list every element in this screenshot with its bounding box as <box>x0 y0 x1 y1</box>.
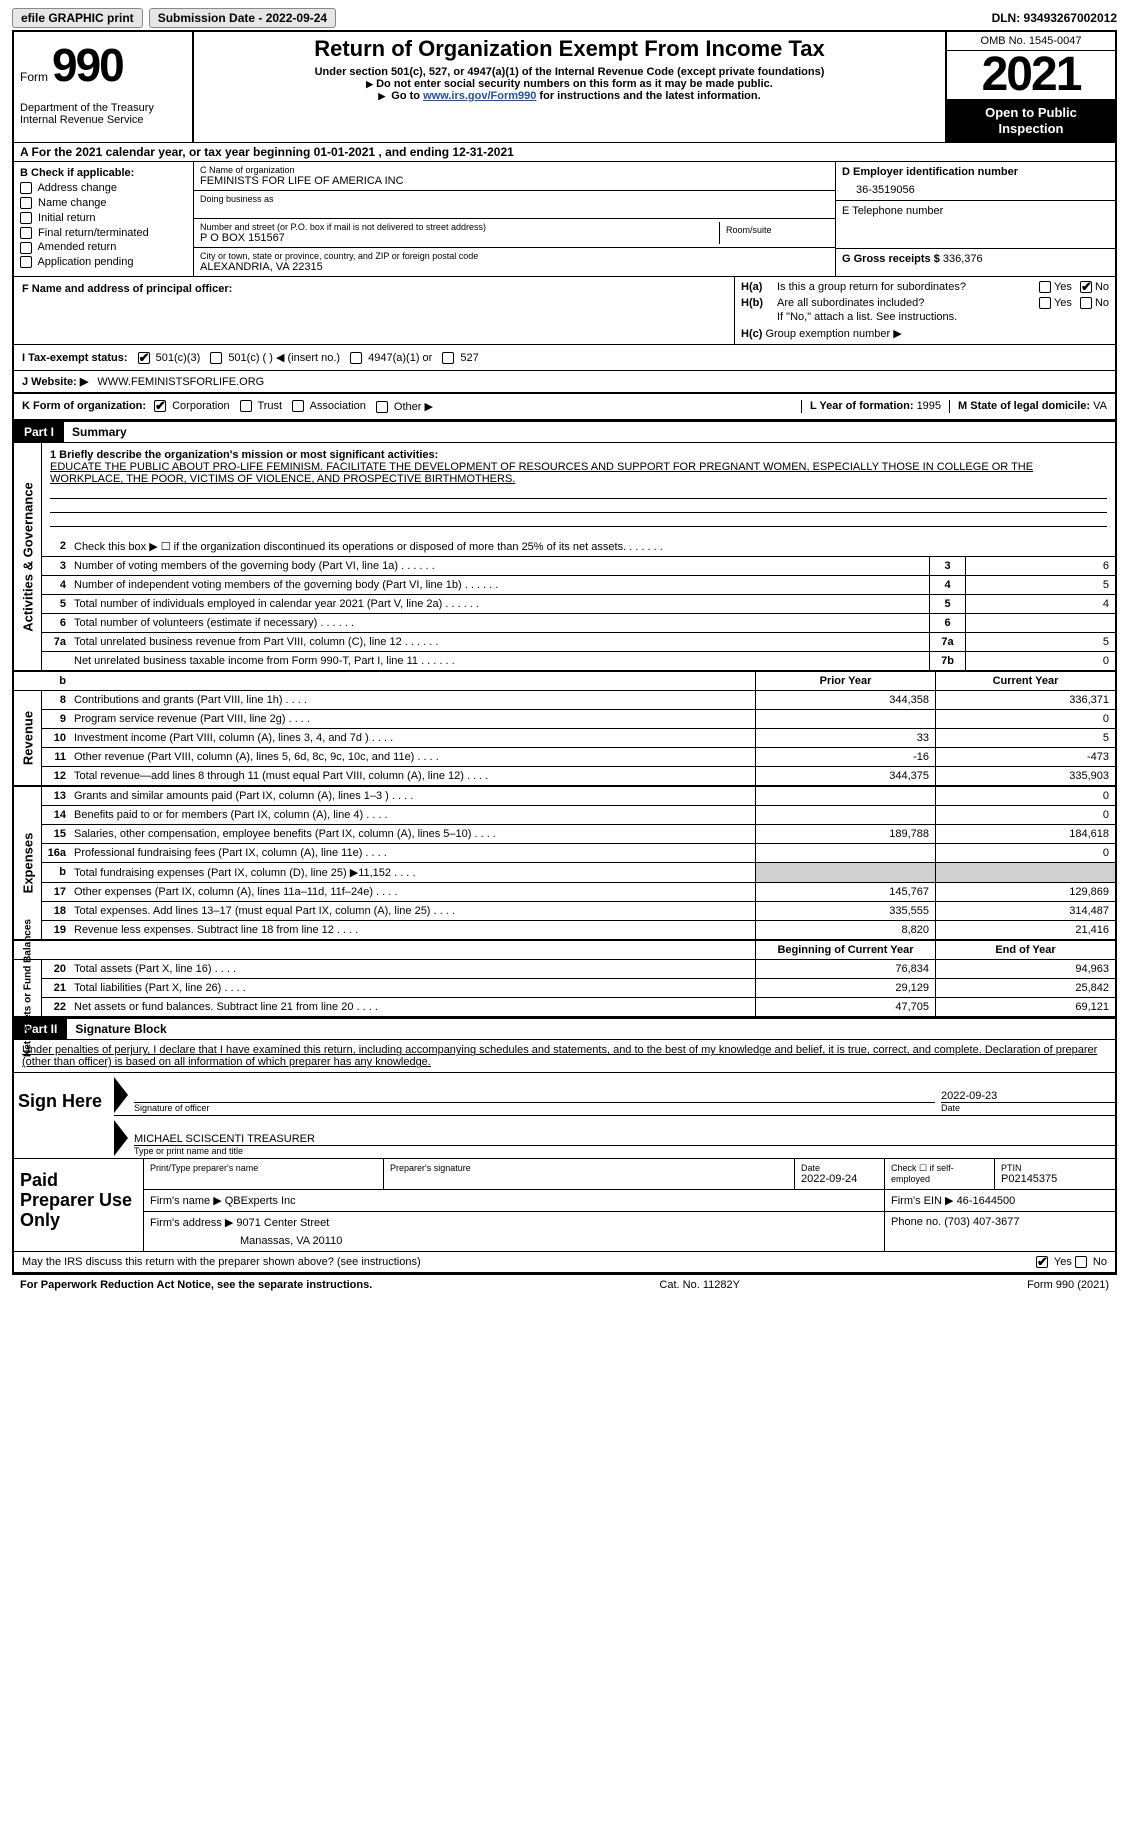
table-row: 18Total expenses. Add lines 13–17 (must … <box>42 901 1115 920</box>
dln-label: DLN: 93493267002012 <box>992 11 1117 25</box>
table-row: 12Total revenue—add lines 8 through 11 (… <box>42 766 1115 785</box>
paid-preparer-block: Paid Preparer Use Only Print/Type prepar… <box>14 1158 1115 1251</box>
firm-name: QBExperts Inc <box>225 1195 296 1207</box>
table-row: 17Other expenses (Part IX, column (A), l… <box>42 882 1115 901</box>
checkbox-initial-return[interactable] <box>20 212 32 224</box>
vtab-expenses: Expenses <box>20 833 35 894</box>
col-current-year: Current Year <box>935 672 1115 690</box>
assoc-checkbox[interactable] <box>292 400 304 412</box>
activities-section: Activities & Governance 1 Briefly descri… <box>14 443 1115 672</box>
org-address: P O BOX 151567 <box>200 232 719 244</box>
table-row: 16aProfessional fundraising fees (Part I… <box>42 843 1115 862</box>
table-row: 3Number of voting members of the governi… <box>42 556 1115 575</box>
501c3-checkbox[interactable] <box>138 352 150 364</box>
subtitle-2: Do not enter social security numbers on … <box>202 78 937 90</box>
corp-checkbox[interactable] <box>154 400 166 412</box>
form-header: Form 990 Department of the Treasury Inte… <box>14 32 1115 142</box>
table-row: 2Check this box ▶ ☐ if the organization … <box>42 537 1115 556</box>
501c-checkbox[interactable] <box>210 352 222 364</box>
submission-button[interactable]: Submission Date - 2022-09-24 <box>149 8 336 28</box>
527-checkbox[interactable] <box>442 352 454 364</box>
dept-label: Department of the Treasury Internal Reve… <box>20 102 186 126</box>
page-footer: For Paperwork Reduction Act Notice, see … <box>12 1274 1117 1295</box>
ein-value: 36-3519056 <box>842 178 1109 196</box>
section-f-h: F Name and address of principal officer:… <box>14 277 1115 345</box>
calendar-year-row: A For the 2021 calendar year, or tax yea… <box>14 142 1115 162</box>
form-number: 990 <box>52 38 123 92</box>
other-checkbox[interactable] <box>376 401 388 413</box>
4947-checkbox[interactable] <box>350 352 362 364</box>
checkbox-final-return-terminated[interactable] <box>20 227 32 239</box>
table-row: 10Investment income (Part VIII, column (… <box>42 728 1115 747</box>
org-city: ALEXANDRIA, VA 22315 <box>200 261 829 273</box>
signer-name: MICHAEL SCISCENTI TREASURER <box>134 1133 1115 1145</box>
penalties-text: Under penalties of perjury, I declare th… <box>14 1040 1115 1072</box>
table-row: 9Program service revenue (Part VIII, lin… <box>42 709 1115 728</box>
checkbox-address-change[interactable] <box>20 182 32 194</box>
table-row: 11Other revenue (Part VIII, column (A), … <box>42 747 1115 766</box>
ha-yes-checkbox[interactable] <box>1039 281 1051 293</box>
subtitle-3: Go to www.irs.gov/Form990 for instructio… <box>202 90 937 102</box>
sign-triangle-icon <box>114 1077 128 1113</box>
website-row: J Website: ▶ WWW.FEMINISTSFORLIFE.ORG <box>14 371 1115 394</box>
vtab-activities: Activities & Governance <box>20 482 35 632</box>
vtab-net: Net Assets or Fund Balances <box>22 919 33 1057</box>
table-row: 22Net assets or fund balances. Subtract … <box>42 997 1115 1016</box>
table-row: 13Grants and similar amounts paid (Part … <box>42 787 1115 805</box>
efile-button[interactable]: efile GRAPHIC print <box>12 8 143 28</box>
tax-exempt-row: I Tax-exempt status: 501(c)(3) 501(c) ( … <box>14 345 1115 371</box>
table-row: 20Total assets (Part X, line 16) . . . .… <box>42 960 1115 978</box>
checkbox-name-change[interactable] <box>20 197 32 209</box>
table-row: 21Total liabilities (Part X, line 26) . … <box>42 978 1115 997</box>
table-row: 8Contributions and grants (Part VIII, li… <box>42 691 1115 709</box>
table-row: 14Benefits paid to or for members (Part … <box>42 805 1115 824</box>
table-row: bTotal fundraising expenses (Part IX, co… <box>42 862 1115 882</box>
top-toolbar: efile GRAPHIC print Submission Date - 20… <box>12 8 1117 28</box>
table-row: 6Total number of volunteers (estimate if… <box>42 613 1115 632</box>
subtitle-1: Under section 501(c), 527, or 4947(a)(1)… <box>202 66 937 78</box>
box-c: C Name of organization FEMINISTS FOR LIF… <box>194 162 835 276</box>
tax-year: 2021 <box>947 51 1115 99</box>
name-triangle-icon <box>114 1120 128 1156</box>
table-row: 19Revenue less expenses. Subtract line 1… <box>42 920 1115 939</box>
table-row: 5Total number of individuals employed in… <box>42 594 1115 613</box>
section-b-c-d: B Check if applicable: Address change Na… <box>14 162 1115 277</box>
website-value: WWW.FEMINISTSFORLIFE.ORG <box>97 376 264 388</box>
table-row: Net unrelated business taxable income fr… <box>42 651 1115 670</box>
mission-text: EDUCATE THE PUBLIC ABOUT PRO-LIFE FEMINI… <box>50 461 1107 485</box>
vtab-revenue: Revenue <box>20 711 35 765</box>
checkbox-application-pending[interactable] <box>20 256 32 268</box>
discuss-yes-checkbox[interactable] <box>1036 1256 1048 1268</box>
revenue-section: Revenue 8Contributions and grants (Part … <box>14 691 1115 787</box>
col-prior-year: Prior Year <box>755 672 935 690</box>
form-container: Form 990 Department of the Treasury Inte… <box>12 30 1117 1274</box>
checkbox-amended-return[interactable] <box>20 242 32 254</box>
sign-date: 2022-09-23 <box>941 1090 1115 1102</box>
k-org-row: K Form of organization: Corporation Trus… <box>14 394 1115 421</box>
form-word: Form <box>20 70 48 84</box>
irs-link[interactable]: www.irs.gov/Form990 <box>423 90 536 102</box>
hb-yes-checkbox[interactable] <box>1039 297 1051 309</box>
gross-receipts: 336,376 <box>943 253 983 265</box>
table-row: 4Number of independent voting members of… <box>42 575 1115 594</box>
expenses-section: Expenses 13Grants and similar amounts pa… <box>14 787 1115 941</box>
table-row: 15Salaries, other compensation, employee… <box>42 824 1115 843</box>
box-d-e-g: D Employer identification number 36-3519… <box>835 162 1115 276</box>
part2-bar: Part II Signature Block <box>14 1018 1115 1040</box>
sign-here-block: Sign Here Signature of officer 2022-09-2… <box>14 1072 1115 1158</box>
discuss-row: May the IRS discuss this return with the… <box>14 1251 1115 1272</box>
inspection-badge: Open to Public Inspection <box>947 99 1115 142</box>
org-name: FEMINISTS FOR LIFE OF AMERICA INC <box>200 175 829 187</box>
table-row: 7aTotal unrelated business revenue from … <box>42 632 1115 651</box>
hb-no-checkbox[interactable] <box>1080 297 1092 309</box>
box-b: B Check if applicable: Address change Na… <box>14 162 194 276</box>
ha-no-checkbox[interactable] <box>1080 281 1092 293</box>
net-assets-section: Net Assets or Fund Balances 20Total asse… <box>14 960 1115 1018</box>
main-title: Return of Organization Exempt From Incom… <box>202 36 937 62</box>
trust-checkbox[interactable] <box>240 400 252 412</box>
discuss-no-checkbox[interactable] <box>1075 1256 1087 1268</box>
part1-bar: Part I Summary <box>14 421 1115 443</box>
